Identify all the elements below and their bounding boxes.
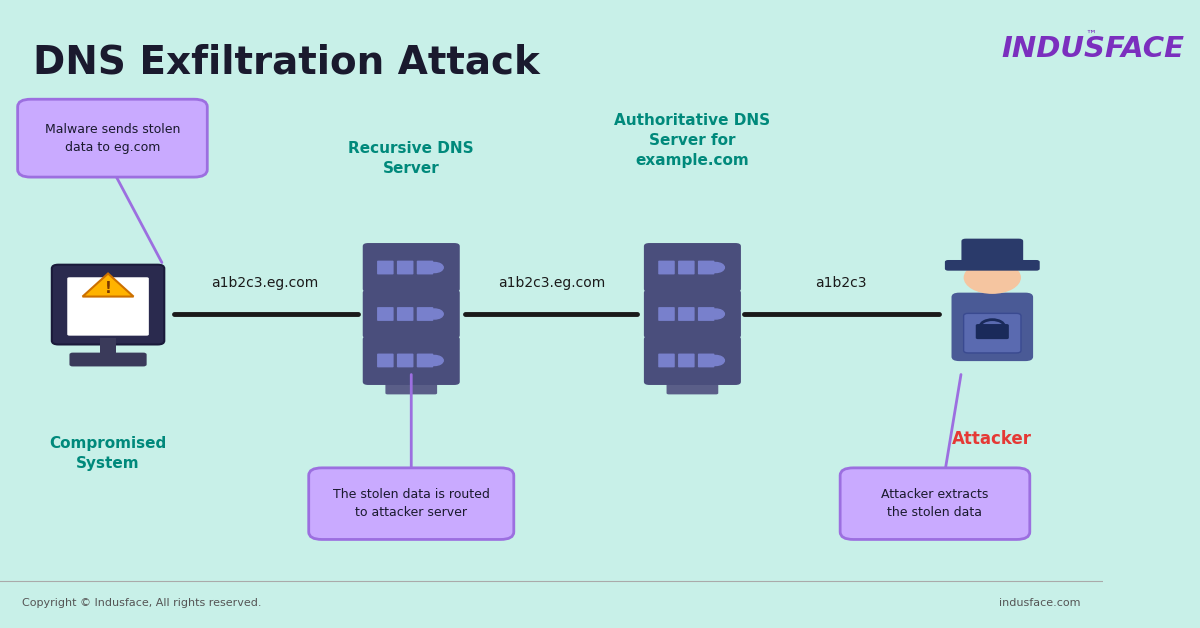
- FancyBboxPatch shape: [659, 307, 674, 321]
- FancyBboxPatch shape: [840, 468, 1030, 539]
- FancyBboxPatch shape: [377, 261, 394, 274]
- FancyBboxPatch shape: [952, 293, 1033, 361]
- FancyBboxPatch shape: [362, 243, 460, 292]
- Text: a1b2c3.eg.com: a1b2c3.eg.com: [211, 276, 318, 290]
- Text: a1b2c3: a1b2c3: [816, 276, 868, 290]
- FancyBboxPatch shape: [397, 307, 414, 321]
- FancyBboxPatch shape: [67, 278, 149, 335]
- Text: Compromised
System: Compromised System: [49, 436, 167, 471]
- FancyBboxPatch shape: [101, 338, 115, 356]
- Circle shape: [426, 309, 443, 319]
- Text: Recursive DNS
Server: Recursive DNS Server: [348, 141, 474, 176]
- FancyBboxPatch shape: [416, 261, 433, 274]
- Text: The stolen data is routed
to attacker server: The stolen data is routed to attacker se…: [332, 488, 490, 519]
- FancyBboxPatch shape: [678, 261, 695, 274]
- FancyBboxPatch shape: [944, 260, 1039, 271]
- FancyBboxPatch shape: [70, 352, 146, 366]
- FancyBboxPatch shape: [659, 354, 674, 367]
- Text: Attacker extracts
the stolen data: Attacker extracts the stolen data: [881, 488, 989, 519]
- Text: Attacker: Attacker: [953, 430, 1032, 448]
- FancyBboxPatch shape: [678, 307, 695, 321]
- Text: ™: ™: [1085, 30, 1096, 40]
- FancyBboxPatch shape: [377, 354, 394, 367]
- Text: indusface.com: indusface.com: [1000, 598, 1080, 608]
- FancyBboxPatch shape: [362, 336, 460, 385]
- FancyBboxPatch shape: [397, 261, 414, 274]
- FancyBboxPatch shape: [698, 307, 714, 321]
- FancyBboxPatch shape: [308, 468, 514, 539]
- FancyBboxPatch shape: [377, 307, 394, 321]
- FancyBboxPatch shape: [964, 313, 1021, 353]
- FancyBboxPatch shape: [644, 290, 740, 338]
- FancyBboxPatch shape: [18, 99, 208, 177]
- Text: a1b2c3.eg.com: a1b2c3.eg.com: [498, 276, 605, 290]
- Text: Copyright © Indusface, All rights reserved.: Copyright © Indusface, All rights reserv…: [22, 598, 262, 608]
- Text: !: !: [104, 281, 112, 296]
- FancyBboxPatch shape: [644, 336, 740, 385]
- Text: Malware sends stolen
data to eg.com: Malware sends stolen data to eg.com: [44, 122, 180, 154]
- FancyBboxPatch shape: [976, 324, 1009, 339]
- Text: Authoritative DNS
Server for
example.com: Authoritative DNS Server for example.com: [614, 113, 770, 168]
- FancyBboxPatch shape: [644, 243, 740, 292]
- FancyBboxPatch shape: [659, 261, 674, 274]
- FancyBboxPatch shape: [961, 239, 1024, 266]
- Circle shape: [426, 263, 443, 273]
- Circle shape: [707, 355, 725, 365]
- Text: INDUSFACE: INDUSFACE: [1001, 35, 1184, 63]
- FancyBboxPatch shape: [698, 354, 714, 367]
- FancyBboxPatch shape: [698, 261, 714, 274]
- Circle shape: [707, 263, 725, 273]
- Polygon shape: [83, 274, 133, 296]
- FancyBboxPatch shape: [678, 354, 695, 367]
- FancyBboxPatch shape: [362, 290, 460, 338]
- Circle shape: [707, 309, 725, 319]
- FancyBboxPatch shape: [416, 307, 433, 321]
- FancyBboxPatch shape: [397, 354, 414, 367]
- Circle shape: [964, 261, 1021, 294]
- FancyBboxPatch shape: [385, 381, 437, 394]
- Text: DNS Exfiltration Attack: DNS Exfiltration Attack: [34, 44, 540, 82]
- FancyBboxPatch shape: [416, 354, 433, 367]
- FancyBboxPatch shape: [666, 381, 719, 394]
- FancyBboxPatch shape: [52, 265, 164, 344]
- Circle shape: [426, 355, 443, 365]
